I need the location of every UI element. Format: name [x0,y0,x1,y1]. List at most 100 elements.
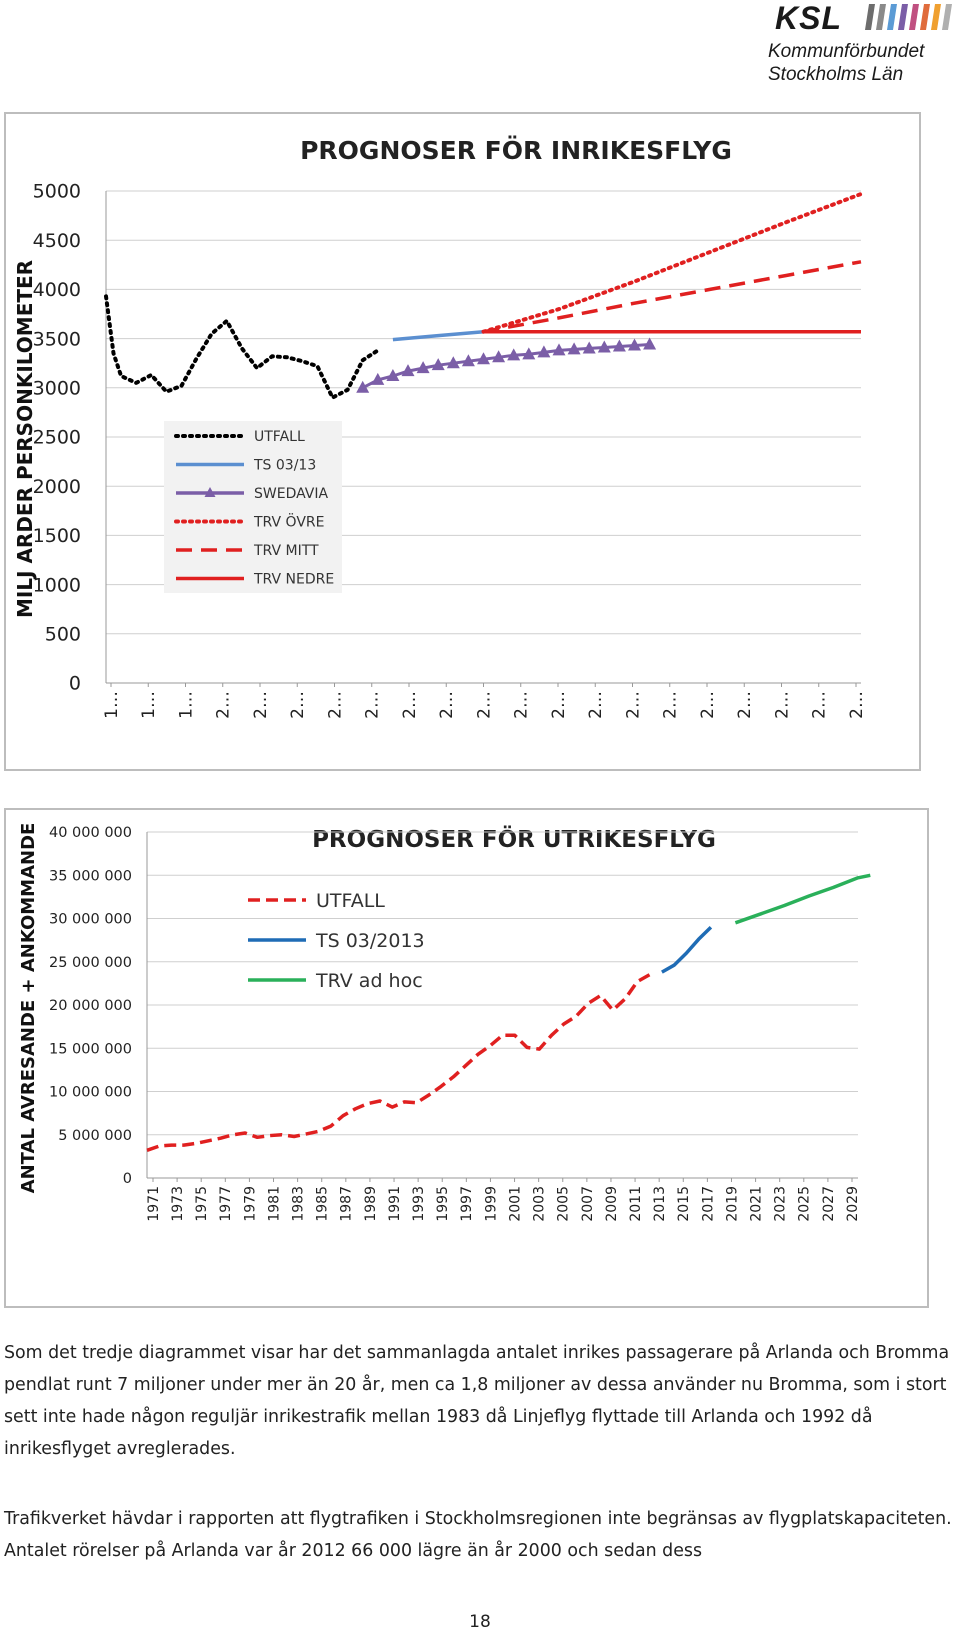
x-tick-label: 1… [102,691,122,719]
y-axis-title: ANTAL AVRESANDE + ANKOMMANDE [18,823,39,1194]
data-point-marker [612,339,626,352]
x-tick-label: 1… [176,691,196,719]
x-tick-label: 1993 [411,1186,427,1222]
x-tick-label: 1985 [315,1186,331,1222]
x-tick-label: 2003 [532,1186,548,1222]
chart-title: PROGNOSER FÖR UTRIKESFLYG [312,825,716,853]
legend-label: TRV NEDRE [253,572,334,588]
y-tick-label: 1500 [33,525,81,547]
y-tick-label: 2500 [33,427,81,449]
x-tick-label: 1973 [170,1186,186,1222]
series-line-ts-03-2013 [661,925,713,974]
x-tick-label: 2… [549,691,569,719]
y-tick-label: 40 000 000 [49,825,132,841]
logo-stripes-icon [865,4,952,30]
x-tick-label: 2… [847,691,867,719]
x-tick-label: 2… [810,691,830,719]
data-point-marker [356,380,370,393]
x-tick-label: 2007 [580,1186,596,1222]
x-tick-label: 1977 [218,1186,234,1222]
x-tick-label: 2013 [652,1186,668,1222]
legend-label: TS 03/2013 [315,930,425,952]
x-tick-label: 1983 [291,1186,307,1222]
x-tick-label: 2025 [797,1186,813,1222]
x-tick-label: 2… [474,691,494,719]
y-tick-label: 3500 [33,328,81,350]
data-point-marker [401,364,415,377]
x-tick-label: 2027 [821,1186,837,1222]
data-point-marker [446,356,460,369]
logo-stripe [920,4,930,30]
x-tick-label: 1… [139,691,159,719]
data-point-marker [371,372,385,385]
x-tick-label: 2… [586,691,606,719]
y-tick-label: 10 000 000 [49,1085,132,1101]
y-tick-label: 4000 [33,279,81,301]
legend-label: TRV ad hoc [315,970,423,992]
data-point-marker [643,337,657,350]
x-tick-label: 1971 [146,1186,162,1222]
data-point-marker [582,341,596,354]
data-point-marker [522,347,536,360]
x-tick-label: 2005 [556,1186,572,1222]
data-point-marker [552,343,566,356]
x-tick-label: 1999 [483,1186,499,1222]
series-line-trv-vre [481,192,863,334]
x-tick-label: 2… [661,691,681,719]
x-tick-label: 2029 [845,1186,861,1222]
y-tick-label: 20 000 000 [49,998,132,1014]
y-tick-label: 0 [69,673,81,695]
series-line-trv-mitt [483,260,862,334]
x-tick-label: 2… [214,691,234,719]
logo-stripe [898,4,908,30]
y-tick-label: 5 000 000 [58,1128,132,1144]
legend-marker [204,487,216,497]
data-point-marker [537,345,551,358]
x-tick-label: 2017 [700,1186,716,1222]
series-line-utfall [146,973,651,1152]
series-line-utfall [104,294,380,400]
x-tick-label: 2001 [507,1186,523,1222]
body-paragraph-1: Som det tredje diagrammet visar har det … [4,1343,950,1459]
logo-stripe [865,4,875,30]
x-tick-label: 2011 [628,1186,644,1222]
y-tick-label: 30 000 000 [49,912,132,928]
x-tick-label: 2023 [773,1186,789,1222]
x-tick-label: 2… [400,691,420,719]
x-tick-label: 2019 [724,1186,740,1222]
x-tick-label: 2021 [748,1186,764,1222]
x-tick-label: 2… [363,691,383,719]
international-chart-svg: PROGNOSER FÖR UTRIKESFLYG 0 5 000 000 10 00… [18,823,871,1222]
x-tick-label: 2… [698,691,718,719]
series-line-ts-03-13 [392,329,484,342]
page-number: 18 [469,1612,491,1632]
x-tick-label: 1979 [242,1186,258,1222]
x-tick-label: 2015 [676,1186,692,1222]
logo-line-1: Kommunförbundet [768,41,925,62]
domestic-flight-forecast-chart: PROGNOSER FÖR INRIKESFLYG 0 500 1000 1500 200… [4,112,921,771]
body-paragraph-2: Trafikverket hävdar i rapporten att flyg… [4,1509,952,1561]
logo-stripe [876,4,886,30]
y-tick-label: 5000 [33,181,81,203]
data-point-marker [477,352,490,365]
x-tick-label: 1997 [459,1186,475,1222]
x-tick-label: 1989 [363,1186,379,1222]
legend-label: SWEDAVIA [254,486,328,502]
y-tick-label: 3000 [33,377,81,399]
x-tick-label: 1975 [194,1186,210,1222]
x-tick-label: 2… [288,691,308,719]
x-tick-label: 1987 [339,1186,355,1222]
data-point-marker [492,350,506,363]
legend-label: TS 03/13 [253,458,316,474]
y-tick-label: 4500 [33,230,81,252]
data-point-marker [628,338,641,351]
x-tick-label: 2… [735,691,755,719]
data-point-marker [386,368,400,381]
y-tick-label: 15 000 000 [49,1041,132,1057]
x-tick-label: 2… [437,691,457,719]
logo-stripe [942,4,952,30]
legend-label: TRV ÖVRE [253,513,324,531]
y-tick-label: 1000 [33,574,81,596]
data-point-marker [461,354,475,367]
legend-box [164,421,342,593]
